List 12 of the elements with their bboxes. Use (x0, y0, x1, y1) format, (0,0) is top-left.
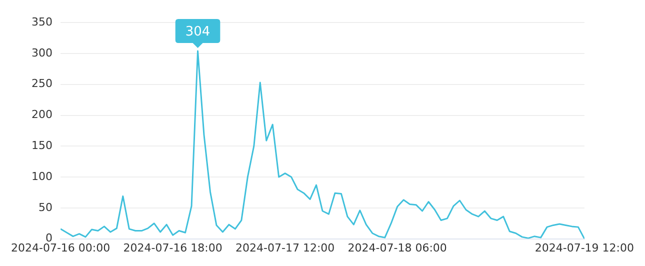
x-tick-label: 2024-07-18 06:00 (348, 241, 447, 254)
y-tick-label: 150 (32, 139, 53, 152)
y-tick-label: 50 (38, 200, 53, 214)
y-tick-label: 250 (32, 77, 53, 90)
y-tick-label: 350 (32, 15, 53, 28)
y-tick-label: 200 (32, 108, 53, 122)
x-tick-label: 2024-07-17 12:00 (236, 241, 335, 254)
x-tick-label: 2024-07-16 18:00 (123, 241, 222, 254)
annotation: 304 (185, 24, 210, 40)
y-tick-label: 100 (32, 170, 53, 183)
x-tick-label: 2024-07-19 12:00 (534, 241, 634, 254)
y-tick-label: 300 (32, 46, 53, 60)
